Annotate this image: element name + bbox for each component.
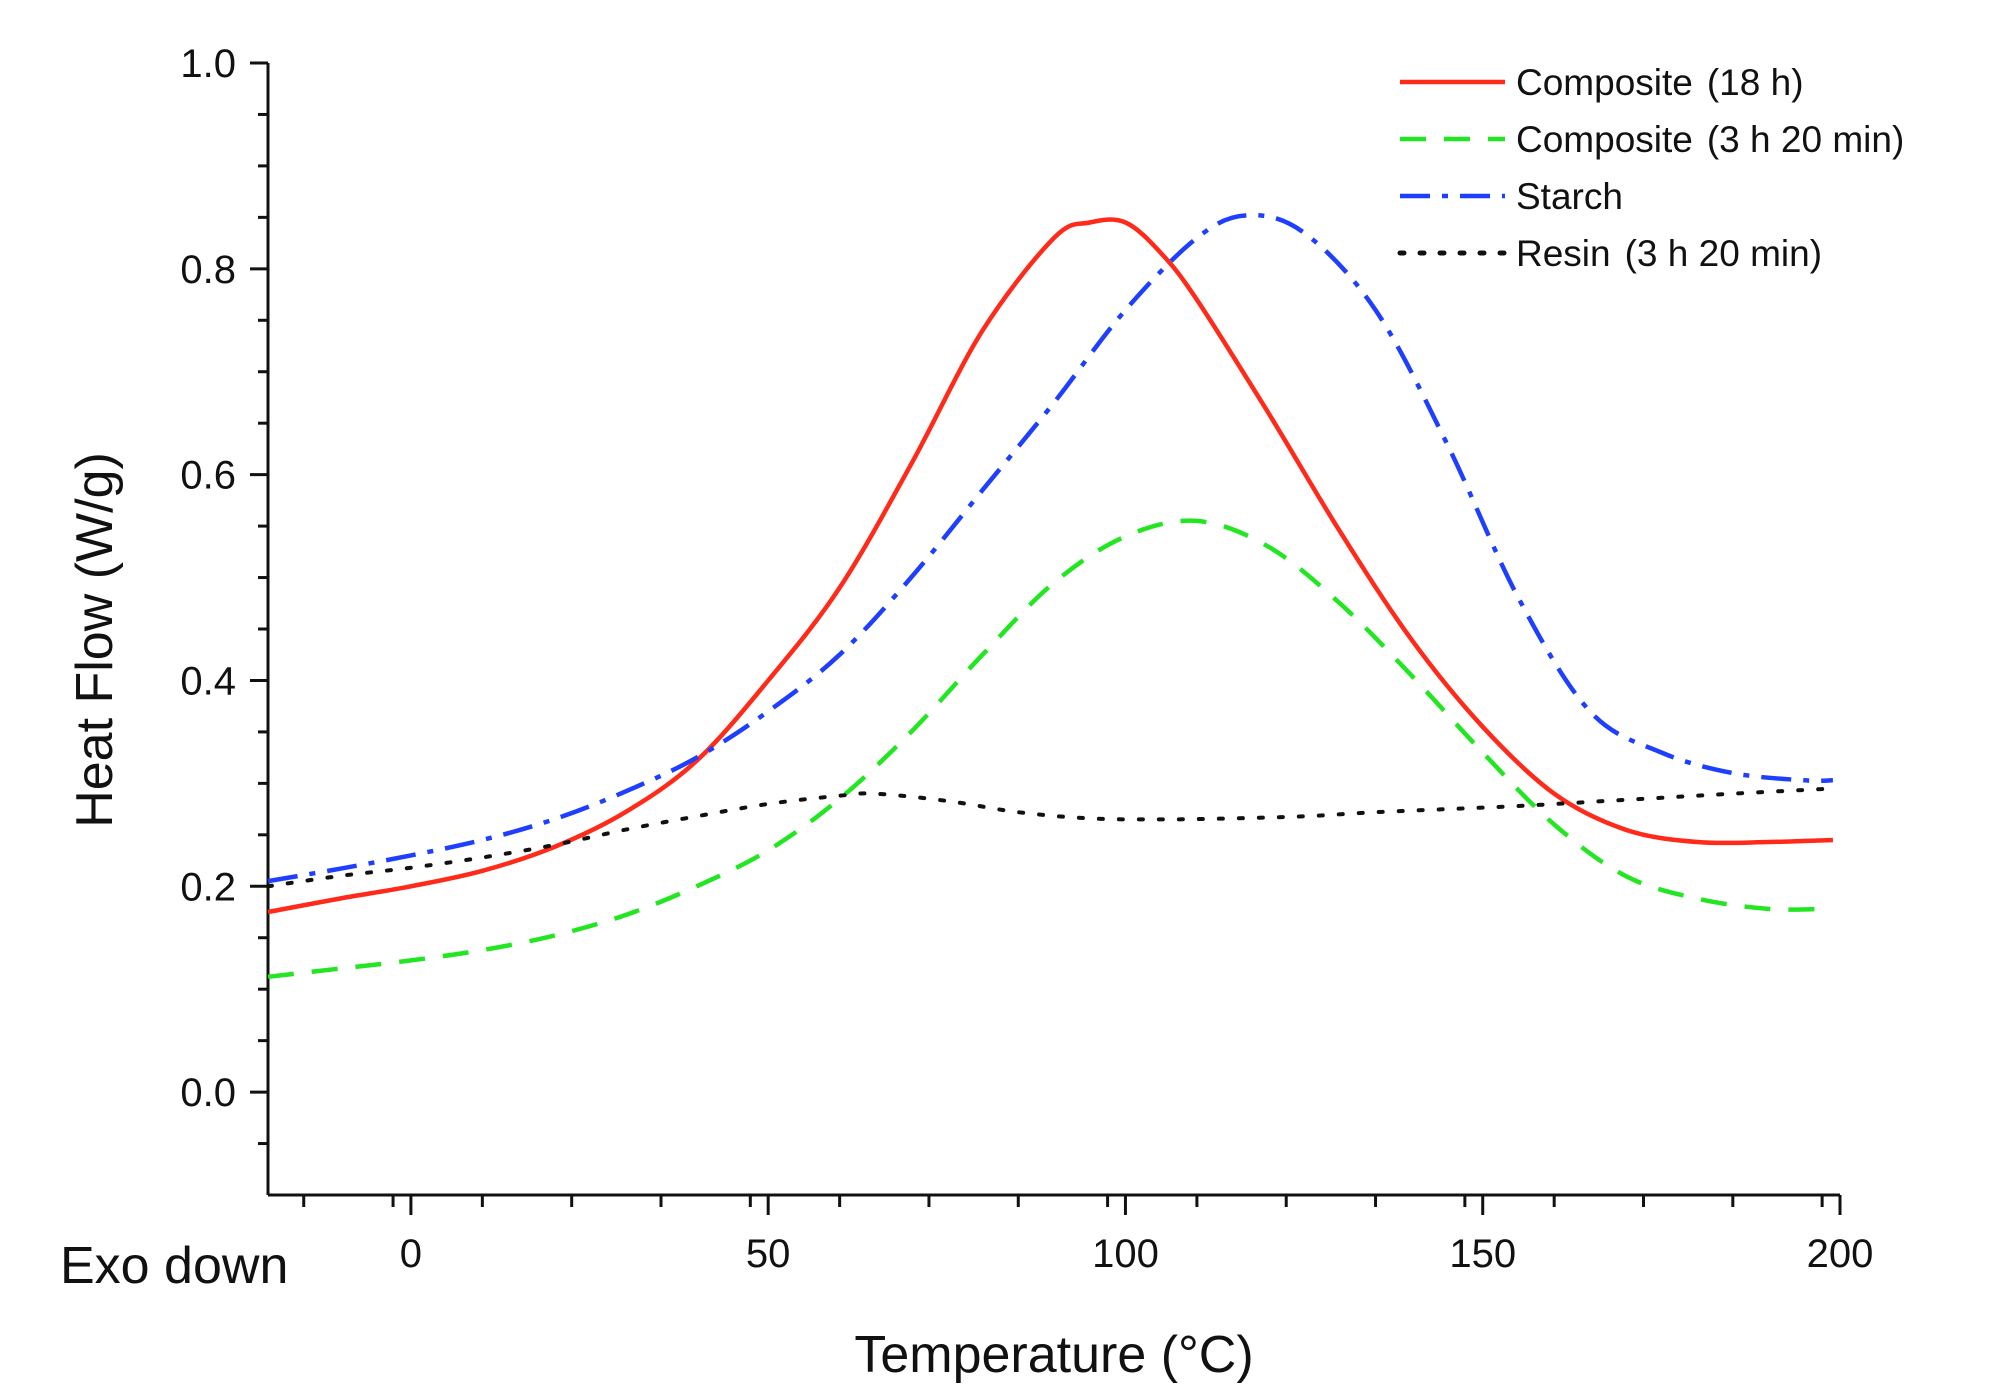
x-tick-label: 100 bbox=[1092, 1232, 1159, 1276]
exo-down-annotation: Exo down bbox=[60, 1237, 288, 1295]
y-tick-label: 0.8 bbox=[180, 248, 236, 292]
x-axis-title: Temperature (°C) bbox=[854, 1326, 1253, 1384]
series-layer bbox=[266, 212, 1835, 980]
y-ticks: 0.0 0.2 0.4 0.6 0.8 1.0 bbox=[180, 42, 268, 1146]
series-line-1 bbox=[267, 217, 1833, 915]
y-tick-label: 0.2 bbox=[180, 865, 236, 909]
legend-series-suffix: (3 h 20 min) bbox=[1707, 119, 1904, 160]
x-tick-label: 150 bbox=[1449, 1232, 1516, 1276]
legend-series-name: Composite bbox=[1516, 62, 1693, 103]
legend-series-suffix: (18 h) bbox=[1707, 62, 1804, 103]
legend-label-1: Composite (18 h) bbox=[1516, 62, 1804, 103]
x-tick-label: 200 bbox=[1807, 1232, 1874, 1276]
legend-series-suffix: (3 h 20 min) bbox=[1625, 233, 1822, 274]
y-tick-label: 0.6 bbox=[180, 454, 236, 498]
legend-label-4: Resin (3 h 20 min) bbox=[1516, 233, 1822, 274]
x-tick-label: 0 bbox=[400, 1232, 422, 1276]
y-axis-title: Heat Flow (W/g) bbox=[66, 452, 124, 828]
legend-series-name: Composite bbox=[1516, 119, 1693, 160]
y-tick-label: 0.4 bbox=[180, 659, 236, 703]
series-line-3 bbox=[267, 212, 1833, 884]
legend-label-2: Composite (3 h 20 min) bbox=[1516, 119, 1904, 160]
legend-label-3: Starch bbox=[1516, 176, 1623, 217]
series-line-4 bbox=[266, 786, 1835, 889]
legend: Composite (18 h)Composite (3 h 20 min)Star… bbox=[1397, 62, 1904, 274]
axes: 0.0 0.2 0.4 0.6 0.8 1.0 0 50 100 150 200 bbox=[180, 42, 1873, 1276]
legend-series-name: Resin bbox=[1516, 233, 1611, 274]
x-tick-label: 50 bbox=[746, 1232, 791, 1276]
series-line-2 bbox=[267, 518, 1826, 980]
legend-series-name: Starch bbox=[1516, 176, 1623, 217]
y-tick-label: 0.0 bbox=[180, 1071, 236, 1115]
x-ticks: 0 50 100 150 200 bbox=[302, 1195, 1874, 1276]
y-tick-label: 1.0 bbox=[180, 42, 236, 86]
